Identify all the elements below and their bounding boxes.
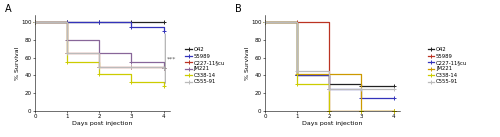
Legend: O42, 55989, C227-11§cu, JM221, C338-14, C555-91: O42, 55989, C227-11§cu, JM221, C338-14, … — [186, 47, 224, 84]
Y-axis label: % Survival: % Survival — [244, 46, 250, 80]
Y-axis label: % Survival: % Survival — [14, 46, 20, 80]
X-axis label: Days post injection: Days post injection — [72, 121, 132, 126]
Legend: O42, 55989, C227-11§cu, JM221, C338-14, C555-91: O42, 55989, C227-11§cu, JM221, C338-14, … — [428, 47, 467, 84]
Text: ***: *** — [167, 56, 176, 61]
Text: A: A — [6, 4, 12, 14]
X-axis label: Days post injection: Days post injection — [302, 121, 362, 126]
Text: B: B — [236, 4, 242, 14]
